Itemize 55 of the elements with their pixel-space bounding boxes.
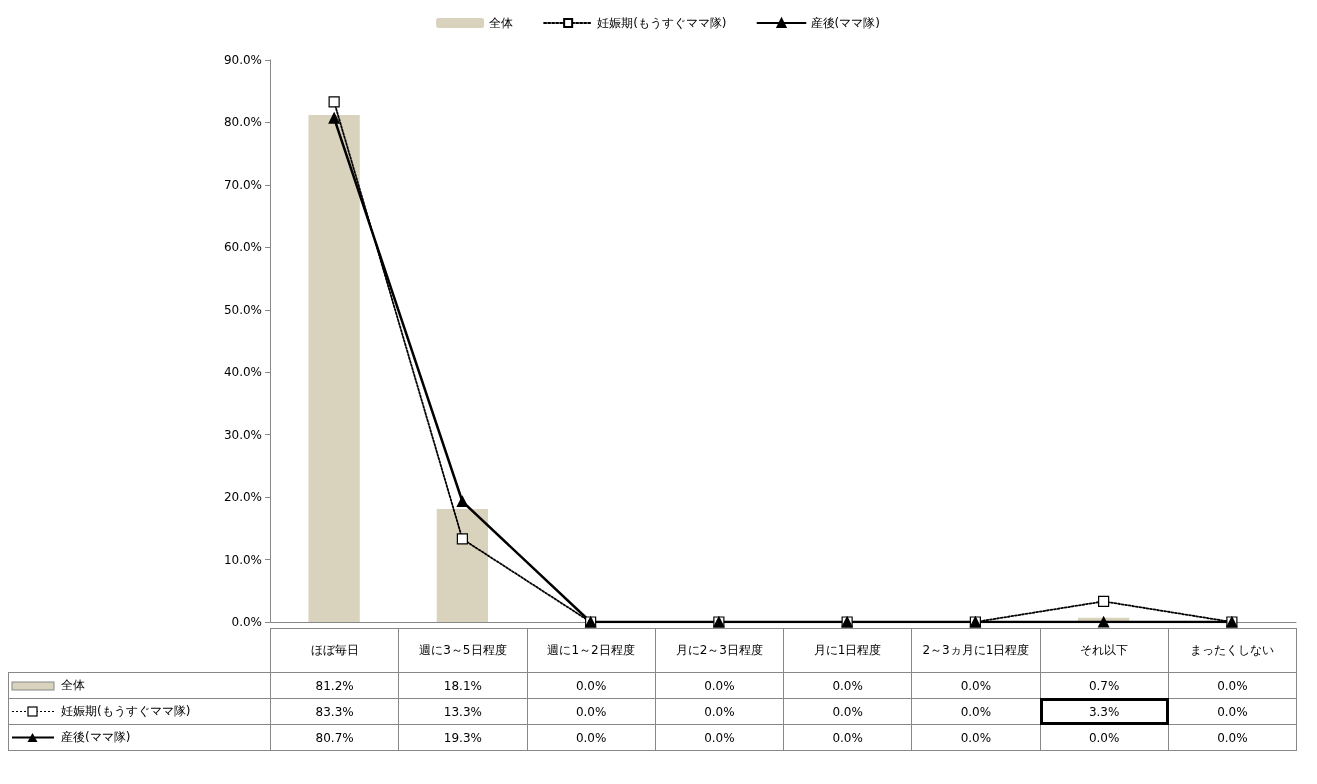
data-label: 80.7% bbox=[270, 724, 399, 751]
data-label: 0.0% bbox=[527, 698, 656, 725]
bar bbox=[436, 508, 489, 622]
data-label: 13.3% bbox=[398, 698, 527, 725]
point bbox=[1098, 616, 1110, 628]
y-tick-label: 90.0% bbox=[223, 53, 262, 67]
text: 全体 bbox=[61, 678, 85, 692]
x-tick-label: 2～3ヵ月に1日程度 bbox=[911, 628, 1040, 673]
data-label: 0.0% bbox=[1168, 672, 1297, 699]
data-label: 0.0% bbox=[655, 724, 784, 751]
point bbox=[1098, 595, 1110, 607]
text: 妊娠期(もうすぐママ隊) bbox=[61, 704, 191, 718]
y-tick-label: 80.0% bbox=[223, 115, 262, 130]
point bbox=[328, 96, 340, 108]
data-label: 0.0% bbox=[911, 698, 1040, 725]
data-label: 0.0% bbox=[655, 672, 784, 699]
point bbox=[456, 495, 468, 508]
data-label: 0.0% bbox=[527, 672, 656, 699]
x-tick-label: ほぼ毎日 bbox=[270, 628, 399, 673]
legend-label: 妊娠期(もうすぐママ隊) bbox=[597, 16, 727, 30]
y-tick-label: 0.0% bbox=[231, 615, 262, 629]
y-tick-label: 40.0% bbox=[223, 365, 262, 380]
data-label: 0.0% bbox=[783, 698, 912, 725]
data-label: 0.0% bbox=[655, 698, 784, 725]
data-label: 0.0% bbox=[1168, 698, 1297, 725]
x-tick-label: 週に3～5日程度 bbox=[398, 628, 527, 673]
data-label: 81.2% bbox=[270, 672, 399, 699]
data-label: 0.0% bbox=[1040, 724, 1169, 751]
text: 産後(ママ隊) bbox=[61, 730, 131, 744]
data-label: 0.0% bbox=[911, 724, 1040, 751]
bar bbox=[308, 114, 360, 622]
y-tick-label: 10.0% bbox=[223, 552, 262, 567]
data-label: 83.3% bbox=[270, 698, 399, 725]
x-tick-label: 月に2～3日程度 bbox=[655, 628, 784, 673]
legend-label: 産後(ママ隊) bbox=[810, 16, 880, 30]
data-label: 18.1% bbox=[398, 672, 527, 699]
y-tick-label: 20.0% bbox=[223, 490, 262, 505]
data-label: 0.0% bbox=[783, 672, 912, 699]
y-tick-label: 30.0% bbox=[223, 427, 262, 442]
x-tick-label: まったくしない bbox=[1168, 628, 1297, 673]
x-tick-label: それ以下 bbox=[1040, 628, 1169, 673]
y-tick-label: 70.0% bbox=[223, 177, 262, 192]
data-label: 0.0% bbox=[527, 724, 656, 751]
data-label: 0.0% bbox=[911, 672, 1040, 699]
y-tick-label: 60.0% bbox=[223, 240, 262, 255]
y-tick-label: 50.0% bbox=[223, 302, 262, 317]
point bbox=[328, 112, 340, 124]
x-tick-label: 週に1～2日程度 bbox=[527, 628, 656, 673]
data-label: 0.0% bbox=[783, 724, 912, 751]
data-label: 0.0% bbox=[1168, 724, 1297, 751]
x-tick-label: 月に1日程度 bbox=[783, 628, 912, 673]
point bbox=[456, 533, 468, 545]
data-label: 19.3% bbox=[398, 724, 527, 751]
legend-label: 全体 bbox=[489, 16, 514, 30]
data-label: 0.7% bbox=[1040, 672, 1169, 699]
